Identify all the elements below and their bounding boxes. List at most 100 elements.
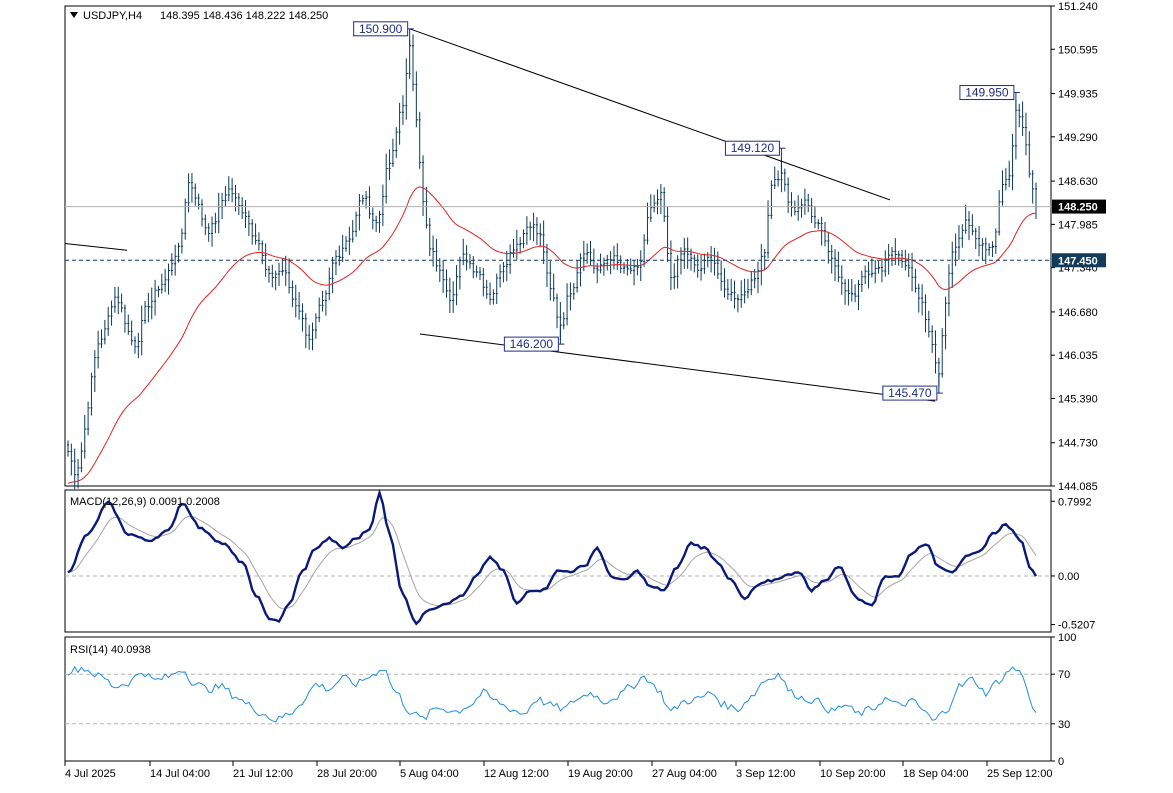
candle [311,322,315,351]
candle [140,305,144,356]
candle [425,186,428,229]
candle [917,283,921,313]
candle [445,269,449,298]
candle [432,235,435,267]
candle [130,320,134,346]
candle [97,330,100,369]
candle [579,253,583,287]
candle [790,192,794,217]
candle [626,258,629,276]
candle [659,184,663,215]
candle [643,234,646,267]
candle [438,258,442,283]
candle [495,273,499,305]
candle [867,261,871,289]
ohlc-values: 148.395 148.436 148.222 148.250 [160,10,328,22]
candle [468,253,472,269]
candle [355,211,358,237]
candle [180,228,184,254]
candle [934,330,938,374]
macd-tick-label: -0.5207 [1058,620,1095,632]
candle [1024,112,1028,156]
candle [100,329,104,348]
candle [556,293,559,329]
candle [576,259,579,293]
candle [144,300,147,324]
candle [535,217,539,245]
rsi-series [65,665,1051,725]
price-tick-label: 144.730 [1058,438,1098,450]
candle [274,270,278,291]
candle [200,199,204,227]
price-series: 150.900 149.120 149.950 146.200 145.470 [64,21,1051,490]
candle [147,292,150,323]
candle [750,271,753,296]
candle [991,241,995,257]
candle [653,194,656,213]
candle [80,442,83,473]
candle [395,127,398,158]
candle [693,254,696,273]
candle [1008,160,1011,188]
candle [237,193,241,215]
chart-header[interactable]: USDJPY,H4 148.395 148.436 148.222 148.25… [70,10,328,22]
candle [726,278,730,300]
candle [783,168,787,192]
main-panel-frame [64,5,1052,487]
candle [254,223,258,245]
price-tick-label: 150.595 [1058,44,1098,56]
candle [281,258,284,276]
candle [1031,170,1035,204]
dropdown-triangle-icon[interactable] [70,12,78,18]
candle [834,249,837,282]
candle [602,257,606,276]
candle [120,293,124,313]
candle [720,260,723,291]
candle [314,313,318,339]
candle [107,306,110,336]
candle [696,254,700,278]
candle [981,238,985,261]
candle [763,248,767,270]
candle [288,258,291,294]
candle [988,243,991,256]
candle [1001,170,1005,206]
candle [224,185,228,207]
candle [70,443,73,476]
candle [405,58,408,120]
candle [83,414,87,459]
candle [716,251,720,279]
candle [251,219,254,245]
candle [194,183,197,206]
candle [164,268,167,293]
candle [947,264,951,317]
moving-average-line [67,186,1037,484]
candle [860,270,864,293]
candle [733,280,737,309]
time-tick-label: 25 Sep 12:00 [987,768,1052,780]
candle [211,216,214,247]
candle [103,319,107,345]
candle [244,200,248,229]
candle [740,280,743,308]
candle [267,265,271,283]
candle [723,268,727,298]
candle [840,265,844,295]
candle [663,187,666,222]
candle [978,226,981,257]
candle [475,265,479,278]
candle [187,173,191,213]
candle [971,214,974,236]
candle [73,448,77,490]
candle [911,252,914,292]
candle [318,297,321,323]
candle [331,256,335,294]
annotation-label: 150.900 [359,22,403,36]
annotation-label: 149.950 [965,86,1009,100]
price-tick-label: 144.085 [1058,481,1098,493]
candle [110,300,114,326]
candle [328,267,331,300]
time-tick-label: 3 Sep 12:00 [736,768,795,780]
candle [646,202,650,245]
candle [324,290,328,316]
